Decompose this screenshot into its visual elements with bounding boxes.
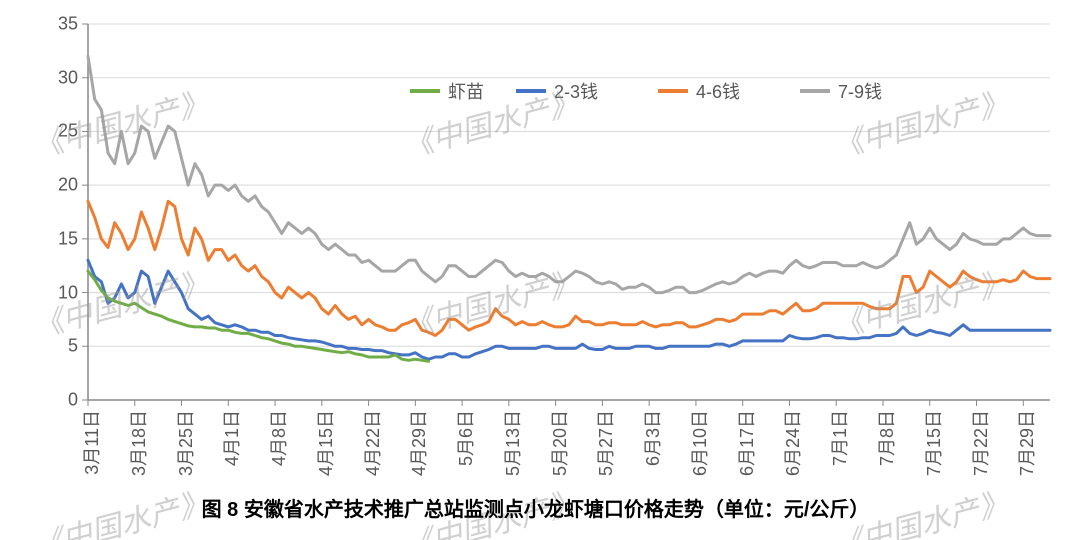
xtick-label: 4月29日 xyxy=(405,410,431,476)
legend-swatch xyxy=(658,89,688,93)
legend-item-s1: 虾苗 xyxy=(410,78,484,104)
price-trend-chart: 虾苗 2-3钱 4-6钱 7-9钱 0 5 10 15 20 25 30 35 3月11日 3月18日… xyxy=(0,0,1071,540)
xtick-label: 5月6日 xyxy=(452,410,478,466)
ytick-label: 35 xyxy=(38,14,78,35)
xtick-label: 7月15日 xyxy=(920,410,946,476)
ytick-label: 10 xyxy=(38,282,78,303)
xtick-label: 5月20日 xyxy=(546,410,572,476)
legend-label: 4-6钱 xyxy=(696,78,740,104)
ytick-label: 15 xyxy=(38,228,78,249)
xtick-label: 7月22日 xyxy=(967,410,993,476)
legend-swatch xyxy=(516,89,546,93)
legend-label: 7-9钱 xyxy=(838,78,882,104)
xtick-label: 4月15日 xyxy=(312,410,338,476)
ytick-label: 0 xyxy=(38,390,78,411)
xtick-label: 3月25日 xyxy=(172,410,198,476)
legend-item-s3: 4-6钱 xyxy=(658,78,740,104)
ytick-label: 25 xyxy=(38,121,78,142)
xtick-label: 7月1日 xyxy=(826,410,852,466)
series-s1 xyxy=(88,271,429,361)
xtick-label: 7月29日 xyxy=(1013,410,1039,476)
legend-swatch xyxy=(410,89,440,93)
series-s3 xyxy=(88,201,1050,335)
legend-label: 2-3钱 xyxy=(554,78,598,104)
xtick-label: 6月3日 xyxy=(639,410,665,466)
legend-label: 虾苗 xyxy=(448,78,484,104)
xtick-label: 5月27日 xyxy=(592,410,618,476)
xtick-label: 7月8日 xyxy=(873,410,899,466)
xtick-label: 4月8日 xyxy=(265,410,291,466)
xtick-label: 6月10日 xyxy=(686,410,712,476)
xtick-label: 4月22日 xyxy=(359,410,385,476)
chart-caption: 图 8 安徽省水产技术推广总站监测点小龙虾塘口价格走势（单位：元/公斤） xyxy=(0,493,1071,522)
xtick-label: 5月13日 xyxy=(499,410,525,476)
ytick-label: 5 xyxy=(38,336,78,357)
legend-item-s2: 2-3钱 xyxy=(516,78,598,104)
xtick-label: 3月18日 xyxy=(125,410,151,476)
legend-item-s4: 7-9钱 xyxy=(800,78,882,104)
xtick-label: 6月17日 xyxy=(733,410,759,476)
xtick-label: 6月24日 xyxy=(779,410,805,476)
xtick-label: 3月11日 xyxy=(78,410,104,475)
legend-swatch xyxy=(800,89,830,93)
ytick-label: 20 xyxy=(38,175,78,196)
xtick-label: 4月1日 xyxy=(218,410,244,466)
ytick-label: 30 xyxy=(38,67,78,88)
